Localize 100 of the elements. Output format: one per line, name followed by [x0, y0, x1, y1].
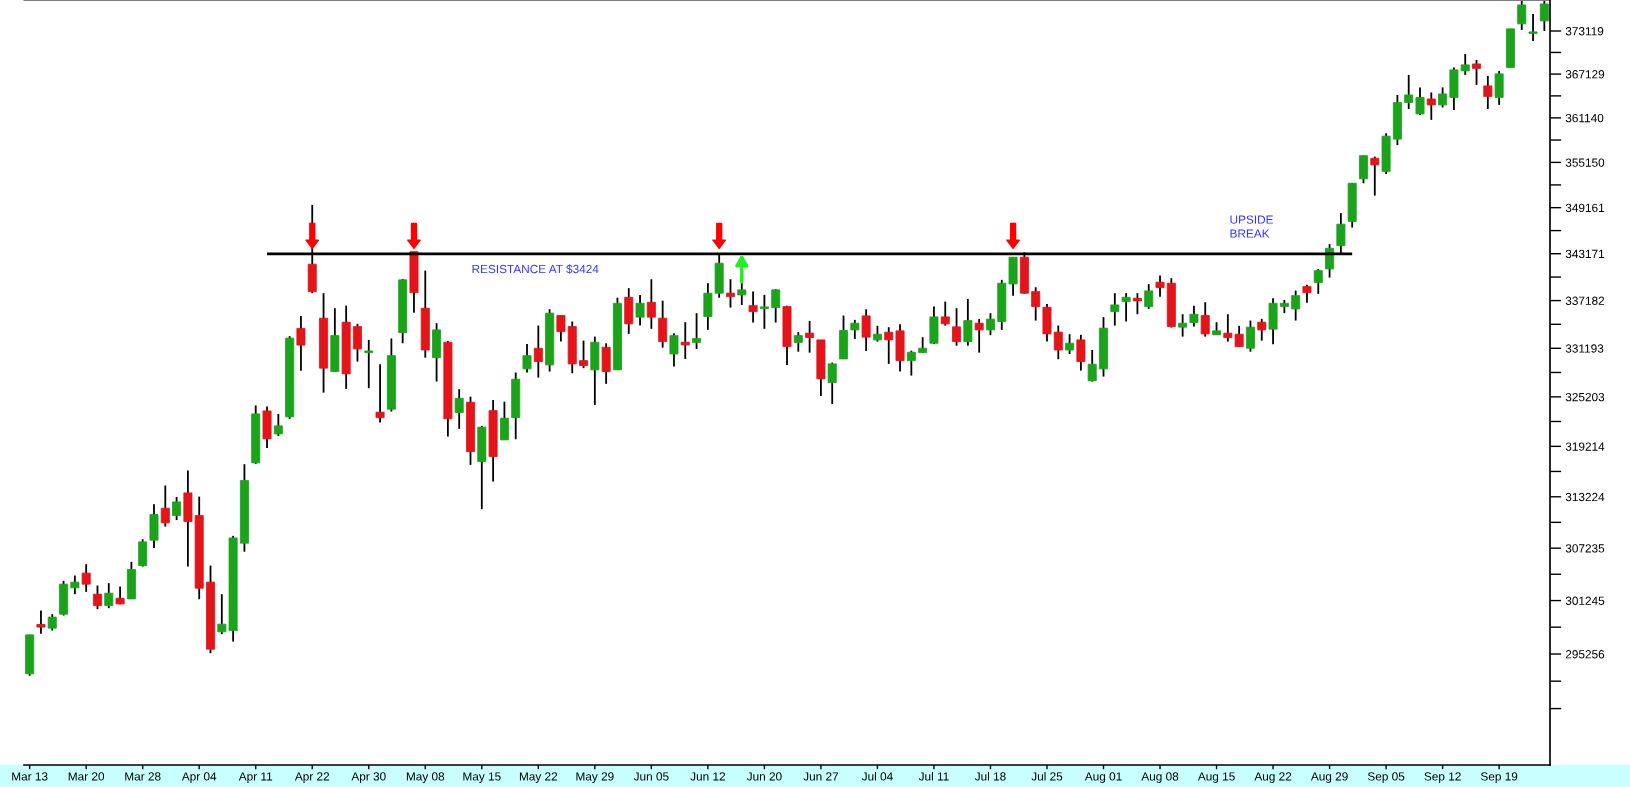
- x-tick-label: Jul 04: [861, 771, 893, 781]
- x-tick-label: May 29: [576, 772, 614, 783]
- y-tick-label: 349161: [1565, 203, 1605, 213]
- candlestick: [1257, 317, 1267, 342]
- candlestick: [985, 312, 995, 337]
- candlestick: [1189, 304, 1199, 328]
- candlestick: [1155, 274, 1165, 298]
- x-tick-label: Jul 25: [1031, 771, 1063, 781]
- y-tick-label: 319214: [1565, 442, 1605, 451]
- candlestick: [759, 294, 769, 330]
- candlestick: [533, 324, 543, 379]
- candlestick: [375, 363, 385, 424]
- candlestick: [1291, 289, 1301, 322]
- x-tick-label: Jun 05: [633, 772, 669, 781]
- y-tick-label: 361140: [1565, 113, 1604, 123]
- candlestick: [499, 400, 509, 441]
- candlestick: [1438, 86, 1448, 109]
- candlestick: [160, 484, 170, 528]
- candlestick: [36, 609, 46, 635]
- candlestick: [579, 339, 589, 370]
- x-tick-label: May 15: [463, 772, 501, 783]
- candlestick: [522, 342, 532, 374]
- candlestick: [1087, 349, 1097, 383]
- y-tick-label: 313224: [1565, 492, 1605, 502]
- x-tick-label: Sep 19: [1480, 772, 1518, 783]
- candlestick: [273, 412, 283, 437]
- candlestick: [692, 312, 702, 350]
- y-tick-label: 373119: [1565, 27, 1604, 36]
- x-tick-label: Jun 27: [803, 772, 839, 781]
- candlestick: [974, 317, 984, 354]
- candlestick: [793, 331, 803, 353]
- x-tick-label: Mar 20: [68, 772, 105, 781]
- candlestick: [680, 321, 690, 360]
- candlestick: [940, 300, 950, 327]
- y-tick-label: 295256: [1565, 650, 1605, 659]
- x-tick-label: Aug 08: [1141, 772, 1179, 783]
- candlestick: [1132, 292, 1142, 316]
- candlestick: [658, 299, 668, 349]
- x-tick-label: Apr 30: [351, 772, 386, 783]
- x-tick-label: Jun 12: [690, 772, 726, 781]
- candlestick: [906, 349, 916, 377]
- candlestick: [1483, 74, 1493, 110]
- candlestick: [1404, 73, 1414, 110]
- x-tick-label: Jul 11: [918, 771, 949, 781]
- candlestick: [1370, 155, 1380, 197]
- candlestick: [1065, 333, 1075, 355]
- x-tick-label: Sep 12: [1424, 772, 1461, 783]
- x-tick-label: Aug 29: [1310, 772, 1348, 783]
- x-tick-label: Aug 01: [1084, 772, 1122, 783]
- candlestick: [92, 584, 102, 611]
- candlestick: [81, 563, 91, 593]
- candlestick: [1472, 58, 1482, 86]
- candlestick: [1200, 301, 1210, 338]
- candlestick: [805, 319, 815, 354]
- candlestick: [138, 538, 148, 568]
- candlestick: [1426, 91, 1436, 121]
- candlestick: [296, 314, 306, 372]
- candlestick: [364, 338, 374, 390]
- candlestick: [352, 322, 362, 363]
- candlestick: [1144, 283, 1154, 310]
- x-tick-label: Aug 22: [1254, 772, 1292, 783]
- candlestick: [1053, 324, 1063, 361]
- candlestick: [1313, 267, 1323, 295]
- candlestick: [771, 288, 781, 324]
- candlestick: [725, 278, 735, 309]
- x-tick-label: Mar 13: [12, 772, 48, 781]
- candlestick: [1528, 13, 1538, 42]
- y-tick-label: 307235: [1565, 544, 1605, 553]
- x-tick-label: May 08: [406, 772, 445, 783]
- candlestick: [556, 314, 566, 343]
- candlestick: [952, 307, 962, 347]
- candlestick: [1110, 292, 1120, 327]
- y-tick-label: 331193: [1565, 344, 1604, 353]
- candlestick: [454, 388, 464, 430]
- candlestick: [646, 278, 656, 330]
- candlestick: [748, 290, 758, 324]
- annotation: RESISTANCE AT $3424: [472, 264, 599, 274]
- candlestick: [1076, 333, 1086, 372]
- candlestick: [104, 582, 114, 610]
- annotation: UPSIDE BREAK: [1230, 215, 1273, 238]
- x-tick-label: Apr 11: [238, 772, 273, 783]
- candlestick: [850, 318, 860, 340]
- candlestick: [1031, 286, 1041, 322]
- candlestick: [1178, 313, 1188, 338]
- candlestick: [861, 308, 871, 352]
- candlestick: [963, 298, 973, 347]
- y-tick-label: 355150: [1565, 158, 1605, 167]
- x-tick-label: Mar 28: [125, 772, 161, 781]
- x-tick-label: Apr 04: [181, 772, 217, 783]
- candlestick: [827, 361, 837, 405]
- candlestick: [172, 496, 182, 522]
- candlestick: [1245, 319, 1255, 353]
- candlestick: [1460, 53, 1470, 76]
- x-tick-label: May 22: [519, 772, 558, 783]
- y-tick-label: 337182: [1565, 296, 1605, 305]
- candlestick: [884, 326, 894, 365]
- candlestick: [70, 574, 80, 596]
- x-tick-label: Sep 05: [1367, 772, 1405, 783]
- y-tick-label: 343171: [1565, 249, 1605, 259]
- candlestick: [669, 332, 679, 368]
